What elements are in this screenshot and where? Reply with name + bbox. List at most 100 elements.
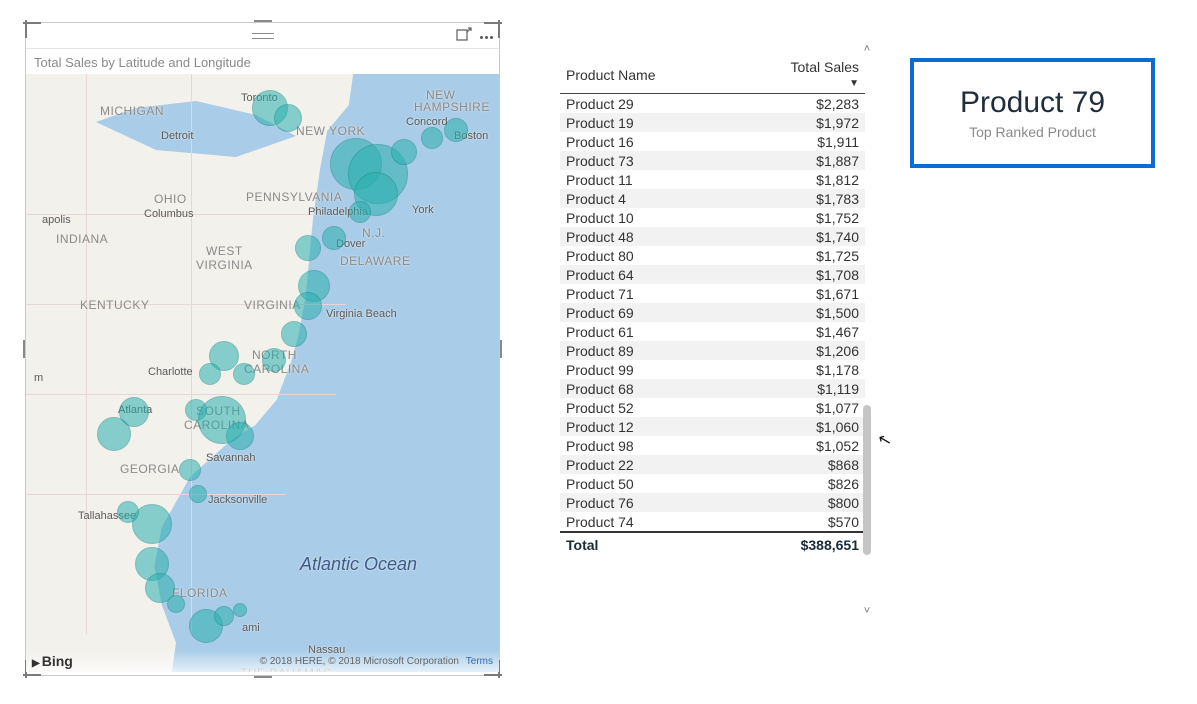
- table-row[interactable]: Product 22$868: [560, 455, 865, 474]
- table-row[interactable]: Product 69$1,500: [560, 303, 865, 322]
- map-bubble[interactable]: [117, 501, 139, 523]
- map-city-label: Savannah: [206, 452, 256, 464]
- map-bubble[interactable]: [391, 139, 417, 165]
- table-row[interactable]: Product 52$1,077: [560, 398, 865, 417]
- map-bubble[interactable]: [281, 321, 307, 347]
- terms-link[interactable]: Terms: [466, 656, 493, 667]
- cell-product: Product 61: [560, 322, 730, 341]
- cell-product: Product 64: [560, 265, 730, 284]
- table-row[interactable]: Product 19$1,972: [560, 113, 865, 132]
- map-state-label: MICHIGAN: [100, 104, 164, 118]
- cell-product: Product 99: [560, 360, 730, 379]
- map-state-label: DELAWARE: [340, 254, 410, 268]
- table-row[interactable]: Product 68$1,119: [560, 379, 865, 398]
- map-bubble[interactable]: [226, 422, 254, 450]
- map-title: Total Sales by Latitude and Longitude: [26, 49, 499, 74]
- cell-product: Product 48: [560, 227, 730, 246]
- scroll-up-icon[interactable]: ˄: [861, 43, 873, 55]
- map-bubble[interactable]: [295, 235, 321, 261]
- table-row[interactable]: Product 12$1,060: [560, 417, 865, 436]
- resize-handle[interactable]: [254, 676, 272, 678]
- map-state-label: VIRGINIA: [244, 298, 301, 312]
- table-row[interactable]: Product 4$1,783: [560, 189, 865, 208]
- map-city-label: Detroit: [161, 130, 193, 142]
- map-bubble[interactable]: [444, 118, 468, 142]
- scroll-thumb[interactable]: [863, 405, 871, 555]
- cell-sales: $1,911: [730, 132, 865, 151]
- cell-sales: $826: [730, 474, 865, 493]
- map-bubble[interactable]: [189, 485, 207, 503]
- resize-handle[interactable]: [23, 340, 25, 358]
- table-row[interactable]: Product 64$1,708: [560, 265, 865, 284]
- column-header-sales[interactable]: Total Sales ▼: [730, 55, 865, 94]
- drag-grip-icon[interactable]: [252, 33, 274, 39]
- visual-header: [26, 23, 499, 49]
- map-city-label: Concord: [406, 116, 448, 128]
- table-row[interactable]: Product 71$1,671: [560, 284, 865, 303]
- cell-product: Product 4: [560, 189, 730, 208]
- table-row[interactable]: Product 99$1,178: [560, 360, 865, 379]
- cell-sales: $1,972: [730, 113, 865, 132]
- table-row[interactable]: Product 48$1,740: [560, 227, 865, 246]
- table-row[interactable]: Product 98$1,052: [560, 436, 865, 455]
- table-row[interactable]: Product 10$1,752: [560, 208, 865, 227]
- map-bubble[interactable]: [262, 348, 286, 372]
- cell-sales: $1,060: [730, 417, 865, 436]
- cell-product: Product 52: [560, 398, 730, 417]
- cell-product: Product 71: [560, 284, 730, 303]
- sort-desc-icon: ▼: [849, 78, 859, 89]
- table-row[interactable]: Product 29$2,283: [560, 94, 865, 114]
- cell-sales: $1,500: [730, 303, 865, 322]
- table-scrollbar[interactable]: ˄ ˅: [861, 55, 875, 615]
- map-bubble[interactable]: [233, 603, 247, 617]
- more-options-icon[interactable]: [480, 36, 493, 39]
- cell-sales: $570: [730, 512, 865, 532]
- map-city-label: ami: [242, 622, 260, 634]
- cell-product: Product 69: [560, 303, 730, 322]
- map-city-label: Virginia Beach: [326, 308, 397, 320]
- cell-product: Product 74: [560, 512, 730, 532]
- scroll-down-icon[interactable]: ˅: [861, 605, 873, 617]
- cell-product: Product 98: [560, 436, 730, 455]
- table-row[interactable]: Product 61$1,467: [560, 322, 865, 341]
- focus-mode-icon[interactable]: [456, 27, 472, 48]
- map-bubble[interactable]: [167, 595, 185, 613]
- resize-handle[interactable]: [254, 20, 272, 22]
- top-product-card[interactable]: Product 79 Top Ranked Product: [910, 58, 1155, 168]
- table-row[interactable]: Product 76$800: [560, 493, 865, 512]
- map-bubble[interactable]: [97, 417, 131, 451]
- cell-product: Product 73: [560, 151, 730, 170]
- column-header-product[interactable]: Product Name: [560, 55, 730, 94]
- total-value: $388,651: [730, 532, 865, 557]
- table-row[interactable]: Product 73$1,887: [560, 151, 865, 170]
- table-row[interactable]: Product 89$1,206: [560, 341, 865, 360]
- table-row[interactable]: Product 50$826: [560, 474, 865, 493]
- map-bubble[interactable]: [274, 104, 302, 132]
- resize-handle[interactable]: [500, 340, 502, 358]
- map-bubble[interactable]: [421, 127, 443, 149]
- table-row[interactable]: Product 16$1,911: [560, 132, 865, 151]
- map-bubble[interactable]: [233, 363, 255, 385]
- table-row[interactable]: Product 80$1,725: [560, 246, 865, 265]
- ocean-label: Atlantic Ocean: [300, 554, 417, 575]
- cell-product: Product 89: [560, 341, 730, 360]
- map-attribution: © 2018 HERE, © 2018 Microsoft Corporatio…: [260, 656, 493, 667]
- map-bubble[interactable]: [214, 606, 234, 626]
- cell-product: Product 29: [560, 94, 730, 114]
- table-row[interactable]: Product 11$1,812: [560, 170, 865, 189]
- map-bubble[interactable]: [322, 226, 346, 250]
- map-visual[interactable]: Total Sales by Latitude and Longitude MI…: [25, 22, 500, 676]
- card-label: Top Ranked Product: [969, 124, 1096, 140]
- map-state-label: KENTUCKY: [80, 298, 149, 312]
- map-city-label: Charlotte: [148, 366, 193, 378]
- map-bubble[interactable]: [179, 459, 201, 481]
- cell-sales: $1,052: [730, 436, 865, 455]
- map-bubble[interactable]: [294, 292, 322, 320]
- map-city-label: apolis: [42, 214, 71, 226]
- map-bubble[interactable]: [199, 363, 221, 385]
- map-bubble[interactable]: [349, 201, 371, 223]
- table-row[interactable]: Product 74$570: [560, 512, 865, 532]
- map-canvas[interactable]: MICHIGANTorontoNEWHAMPSHIREDetroitNEW YO…: [26, 74, 499, 672]
- table-visual[interactable]: Product Name Total Sales ▼ Product 29$2,…: [560, 55, 865, 645]
- cell-sales: $1,077: [730, 398, 865, 417]
